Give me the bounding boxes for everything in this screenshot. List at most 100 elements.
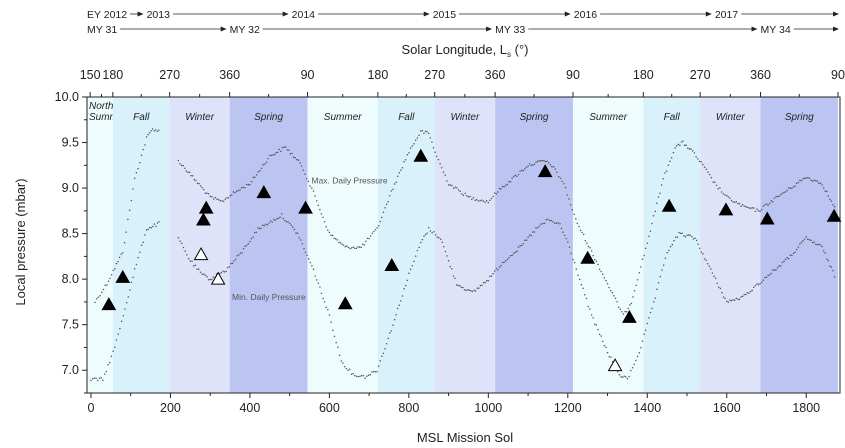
max-pressure-point — [803, 177, 806, 179]
min-pressure-point — [729, 299, 731, 301]
max-pressure-point — [561, 180, 563, 183]
max-pressure-point — [511, 177, 513, 179]
min-pressure-point — [671, 243, 674, 246]
max-pressure-point — [522, 169, 525, 172]
min-pressure-point — [724, 297, 726, 300]
max-pressure-point — [622, 313, 625, 315]
max-pressure-point — [751, 206, 753, 209]
max-pressure-point — [479, 199, 481, 202]
max-pressure-point — [424, 130, 427, 132]
max-pressure-point — [374, 228, 377, 231]
min-pressure-point — [578, 278, 581, 281]
timeline-arrowhead — [220, 26, 227, 32]
ls-tick-label: 90 — [831, 68, 845, 82]
max-pressure-point — [819, 182, 822, 184]
min-pressure-point — [759, 283, 761, 285]
min-pressure-point — [702, 253, 704, 255]
max-pressure-point — [477, 200, 480, 202]
max-pressure-point — [267, 157, 269, 160]
min-pressure-point — [261, 224, 264, 226]
max-pressure-point — [387, 200, 389, 203]
max-pressure-point — [400, 169, 402, 171]
min-pressure-point — [90, 379, 92, 382]
min-pressure-point — [533, 231, 536, 233]
filled-triangle-marker — [337, 296, 353, 310]
max-pressure-point — [249, 184, 251, 186]
min-pressure-point — [207, 279, 210, 281]
min-pressure-point — [565, 237, 567, 240]
max-pressure-point — [520, 169, 523, 171]
triangle-markers — [101, 148, 842, 372]
min-pressure-point — [398, 304, 401, 306]
max-pressure-point — [190, 174, 192, 177]
max-pressure-point — [501, 185, 504, 188]
max-pressure-point — [638, 272, 641, 274]
min-pressure-point — [810, 239, 812, 242]
min-pressure-point — [438, 236, 440, 239]
max-pressure-point — [187, 171, 189, 174]
min-pressure-point — [184, 250, 186, 252]
min-pressure-point — [700, 251, 703, 253]
min-pressure-point — [471, 290, 474, 293]
min-pressure-point — [427, 226, 430, 229]
min-pressure-point — [474, 290, 477, 292]
max-pressure-point — [242, 186, 245, 189]
max-pressure-point — [672, 151, 675, 154]
min-pressure-point — [187, 257, 190, 260]
min-pressure-point — [540, 223, 542, 225]
max-pressure-point — [184, 167, 186, 169]
max-pressure-point — [177, 159, 180, 162]
min-pressure-point — [457, 284, 459, 287]
earth-year-label: 2014 — [292, 9, 316, 21]
min-pressure-point — [513, 252, 515, 255]
max-pressure-point — [381, 216, 383, 219]
max-pressure-point — [336, 239, 339, 241]
min-pressure-point — [349, 368, 351, 371]
min-pressure-point — [573, 261, 576, 264]
min-pressure-point — [727, 301, 730, 304]
ls-tick-label: 150 — [80, 68, 101, 82]
max-pressure-point — [447, 184, 450, 186]
max-pressure-point — [724, 194, 726, 196]
max-pressure-point — [765, 203, 768, 205]
min-pressure-point — [198, 268, 200, 270]
min-pressure-point — [434, 233, 437, 236]
min-pressure-point — [393, 318, 396, 321]
filled-triangle-marker — [298, 200, 313, 214]
max-pressure-point — [404, 158, 407, 161]
max-pressure-point — [497, 191, 499, 193]
min-pressure-point — [664, 257, 667, 259]
max-pressure-point — [688, 148, 691, 150]
max-pressure-point — [454, 186, 456, 189]
max-pressure-point — [738, 202, 741, 205]
max-pressure-point — [432, 146, 435, 149]
season-label: Spring — [785, 112, 814, 123]
min-pressure-point — [268, 222, 270, 224]
max-pressure-point — [773, 197, 776, 200]
max-pressure-point — [118, 256, 121, 259]
min-pressure-point — [514, 251, 517, 253]
max-pressure-point — [613, 294, 615, 297]
filled-triangle-marker — [198, 200, 214, 214]
min-pressure-point — [292, 226, 294, 228]
min-pressure-point — [306, 254, 308, 256]
max-pressure-point — [822, 187, 825, 189]
min-pressure-point — [567, 241, 569, 243]
max-pressure-point — [735, 200, 738, 203]
min-pressure-point — [748, 292, 750, 295]
max-pressure-point — [120, 253, 122, 255]
max-pressure-point — [472, 196, 475, 199]
max-pressure-point — [487, 201, 490, 204]
max-pressure-point — [441, 166, 443, 169]
max-pressure-point — [349, 248, 351, 250]
max-pressure-point — [556, 171, 558, 174]
max-pressure-point — [95, 297, 98, 300]
max-pressure-point — [784, 191, 787, 193]
season-band — [307, 97, 378, 393]
min-pressure-point — [532, 231, 534, 233]
min-pressure-point — [689, 234, 691, 237]
season-label: Northern — [89, 101, 128, 112]
max-pressure-point — [659, 192, 661, 195]
max-pressure-point — [474, 199, 476, 201]
max-pressure-point — [632, 296, 634, 298]
